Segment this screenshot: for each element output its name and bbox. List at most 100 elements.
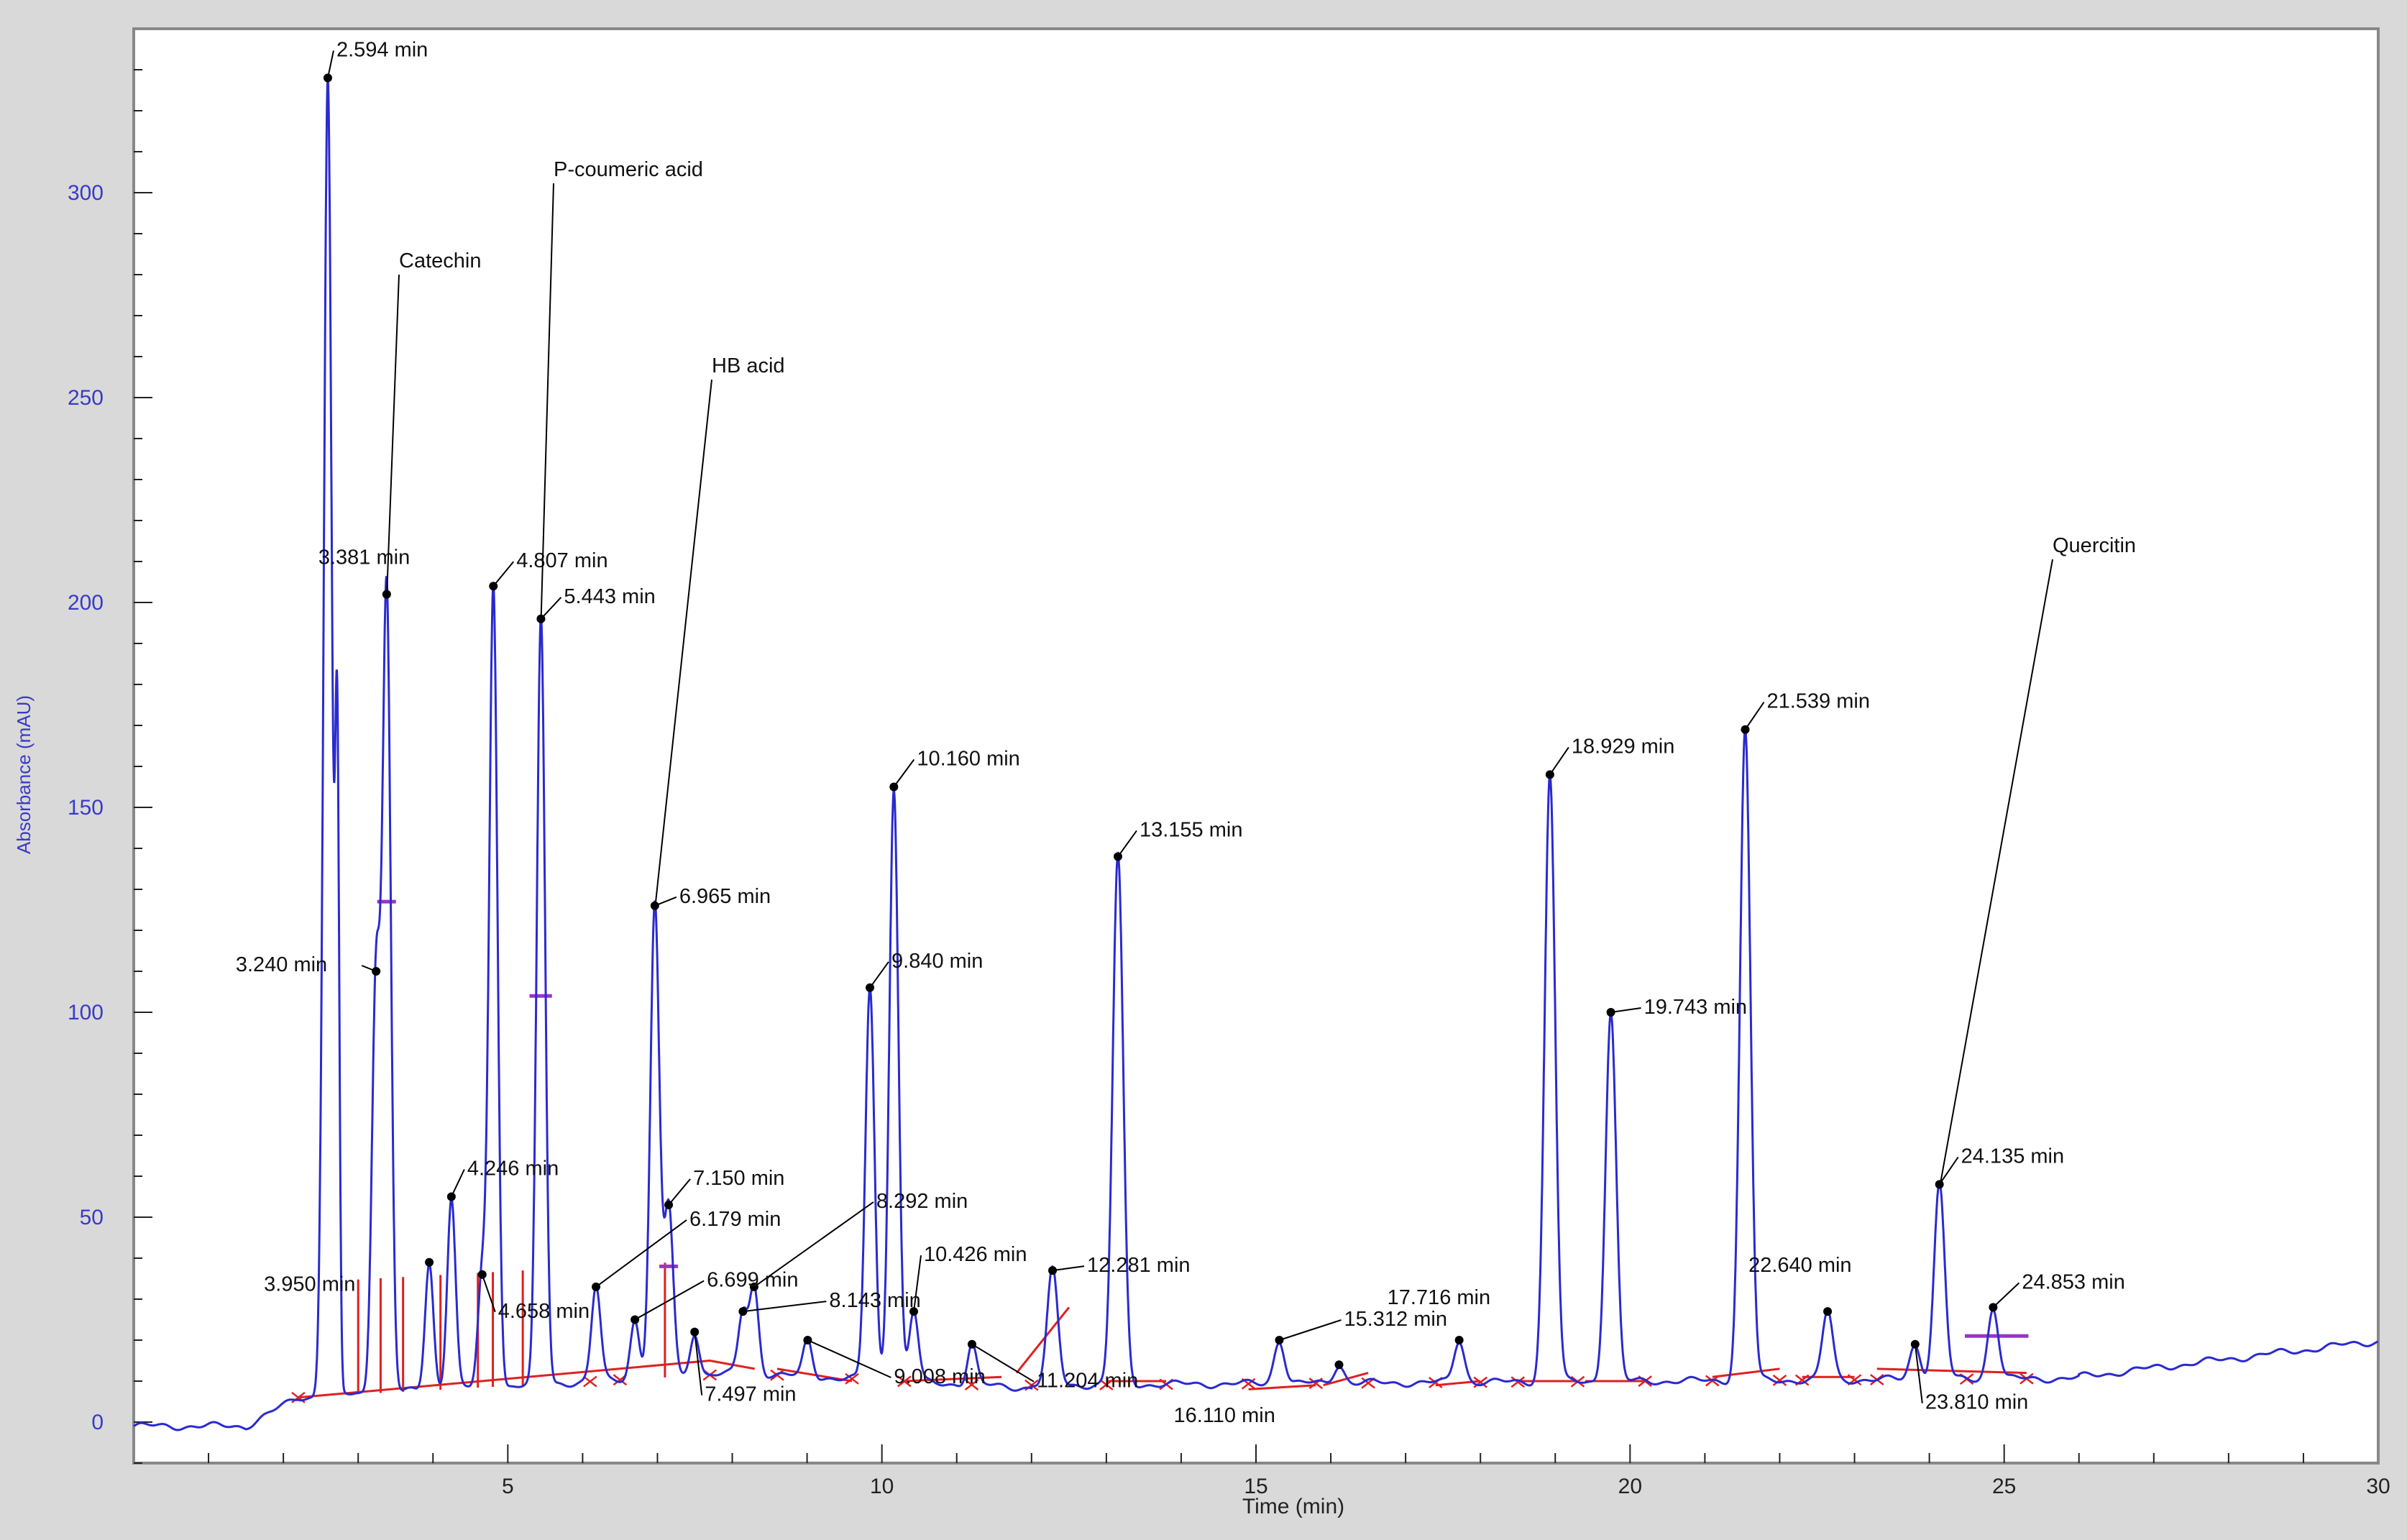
compound-label: HB acid: [712, 354, 785, 377]
peak-retention-label: 3.950 min: [264, 1273, 355, 1296]
peak-leader-line: [913, 1255, 922, 1312]
peak-leader-line: [481, 1274, 496, 1313]
peak-leader-line: [694, 1332, 703, 1395]
x-tick-label: 20: [1618, 1475, 1642, 1498]
baseline-cross-marker: [845, 1372, 859, 1385]
peak-retention-label: 16.110 min: [1174, 1404, 1275, 1427]
peak-leader-line: [1052, 1265, 1085, 1272]
peak-leader-line: [753, 1201, 874, 1288]
peak-leader-line: [807, 1339, 891, 1378]
baseline-segment: [1248, 1384, 1316, 1390]
x-tick-label: 25: [1992, 1475, 2016, 1498]
peak-retention-label: 23.810 min: [1925, 1391, 2029, 1414]
baseline-segment: [776, 1367, 853, 1383]
x-tick-label: 10: [870, 1475, 894, 1498]
peak-retention-label: 9.008 min: [894, 1365, 985, 1388]
peak-retention-label: 6.179 min: [689, 1208, 781, 1231]
peak-leader-line: [326, 50, 334, 78]
peak-retention-label: 24.135 min: [1961, 1145, 2065, 1168]
peak-retention-label: 12.281 min: [1087, 1254, 1191, 1277]
baseline-segment: [1876, 1367, 2027, 1375]
baseline-segment: [298, 1359, 756, 1399]
peak-retention-label: 19.743 min: [1644, 996, 1748, 1019]
peak-leader-line: [893, 758, 915, 788]
peak-retention-label: 10.160 min: [917, 748, 1020, 771]
peak-retention-label: 10.426 min: [924, 1243, 1027, 1266]
peak-label-layer: 2.594 min 3.240 min 3.381 min 3.950 min 4.24…: [236, 38, 2136, 1427]
x-tick-label: 30: [2366, 1475, 2390, 1498]
peak-leader-line: [1549, 746, 1569, 775]
peak-retention-label: 5.443 min: [564, 585, 655, 608]
plot-area: [132, 27, 2380, 1465]
baseline-cross-marker: [1099, 1379, 1114, 1391]
peak-leader-line: [971, 1343, 1035, 1383]
peak-retention-label: 3.381 min: [318, 546, 410, 569]
peak-retention-label: 6.965 min: [679, 885, 771, 908]
compound-label: Quercitin: [2053, 534, 2136, 557]
peak-leader-line: [1117, 830, 1137, 857]
y-tick-label: 100: [68, 1001, 104, 1025]
baseline-segment: [1015, 1306, 1070, 1374]
peak-apex-marker: [425, 1257, 434, 1267]
peak-marker-layer: [323, 50, 2020, 1403]
peak-leader-line: [540, 597, 562, 620]
peak-apex-marker: [1334, 1360, 1344, 1370]
baseline-cross-marker: [897, 1375, 912, 1388]
baseline-segment: [904, 1375, 1002, 1383]
y-axis-title: Absorbance (mAU): [13, 695, 35, 854]
peak-retention-label: 9.840 min: [891, 950, 983, 973]
compound-leader-line: [385, 274, 400, 599]
compound-label: Catechin: [399, 249, 481, 272]
peak-retention-label: 7.497 min: [705, 1383, 796, 1406]
baseline-cross-marker: [583, 1375, 597, 1388]
compound-leader-line: [654, 379, 712, 910]
peak-leader-line: [1610, 1007, 1641, 1013]
peak-leader-line: [1992, 1282, 2020, 1308]
peak-retention-label: 8.292 min: [876, 1190, 968, 1213]
peak-retention-label: 4.807 min: [516, 549, 608, 572]
y-tick-label: 200: [68, 591, 104, 615]
peak-retention-label: 24.853 min: [2022, 1270, 2125, 1293]
y-tick-label: 150: [68, 796, 104, 820]
peak-retention-label: 2.594 min: [336, 38, 428, 61]
y-tick-label: 50: [80, 1206, 104, 1229]
peak-retention-label: 15.312 min: [1344, 1308, 1447, 1331]
peak-retention-label: 18.929 min: [1572, 735, 1675, 758]
peak-retention-label: 8.143 min: [829, 1289, 920, 1312]
peak-leader-line: [634, 1280, 705, 1321]
peak-retention-label: 21.539 min: [1766, 690, 1870, 713]
axes-layer: 0 50 100 150 200 250 300 5 10 15 20 25 30: [68, 69, 2390, 1498]
x-axis-title: Time (min): [1242, 1495, 1344, 1518]
baseline-segment: [1712, 1367, 1780, 1378]
y-tick-label: 300: [68, 181, 104, 205]
baseline-segment: [1323, 1372, 1369, 1387]
peak-leader-line: [743, 1301, 827, 1313]
peak-retention-label: 7.150 min: [693, 1167, 784, 1190]
peak-retention-label: 17.716 min: [1388, 1286, 1491, 1309]
peak-retention-label: 11.204 min: [1037, 1370, 1138, 1393]
peak-leader-line: [595, 1219, 687, 1288]
peak-leader-line: [450, 1169, 465, 1197]
peak-leader-line: [361, 965, 377, 972]
baseline-cross-marker: [1510, 1376, 1525, 1388]
peak-leader-line: [1914, 1344, 1923, 1403]
peak-leader-line: [1279, 1319, 1342, 1341]
peak-leader-line: [1744, 702, 1765, 730]
x-tick-label: 15: [1244, 1475, 1267, 1498]
peak-retention-label: 6.699 min: [707, 1269, 798, 1292]
peak-retention-label: 4.658 min: [498, 1300, 590, 1323]
compound-leader-line: [1938, 559, 2053, 1189]
baseline-cross-marker: [1772, 1374, 1787, 1386]
y-tick-label: 0: [91, 1411, 104, 1434]
compound-leader-line: [540, 183, 554, 623]
x-tick-label: 5: [502, 1475, 514, 1498]
baseline-cross-marker: [964, 1379, 979, 1391]
peak-retention-label: 13.155 min: [1140, 818, 1243, 841]
peak-apex-marker: [1454, 1336, 1464, 1344]
peak-retention-label: 4.246 min: [467, 1158, 559, 1181]
peak-leader-line: [492, 561, 515, 587]
peak-leader-line: [654, 896, 677, 907]
peak-retention-label: 3.240 min: [236, 953, 327, 976]
